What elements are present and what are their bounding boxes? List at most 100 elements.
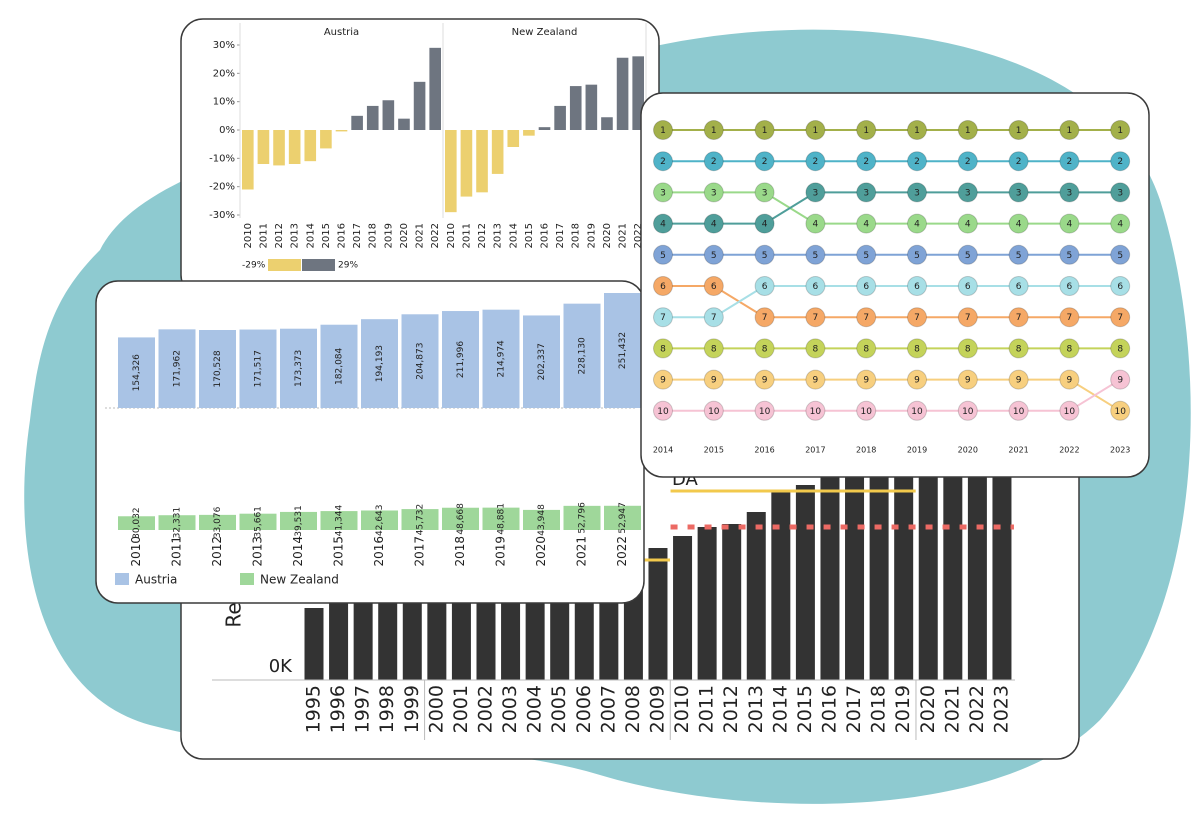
rank-dot — [805, 369, 826, 390]
rank-label: 10 — [1013, 407, 1025, 417]
bar — [476, 130, 488, 193]
x-tick-label: 2000 — [425, 685, 447, 733]
rank-label: 1 — [711, 126, 717, 136]
value-label: 52,796 — [578, 502, 588, 534]
rank-dot — [653, 338, 673, 359]
bar — [442, 507, 479, 530]
bar — [239, 329, 277, 408]
rank-dot — [805, 307, 826, 328]
x-tick-label: 2016 — [540, 223, 551, 248]
rank-line — [663, 191, 1121, 225]
x-tick-label: 2012 — [274, 223, 285, 248]
x-tick-label: 2015 — [794, 685, 816, 733]
rank-dot — [957, 400, 978, 421]
value-label: 39,531 — [294, 505, 304, 537]
bar — [482, 507, 520, 530]
x-tick-label: 2023 — [990, 685, 1012, 733]
rank-dot — [907, 182, 927, 203]
rank-dot — [1110, 400, 1131, 421]
rank-dot — [1110, 369, 1131, 390]
bar — [401, 314, 439, 408]
x-tick-label: 2008 — [622, 685, 644, 733]
bar — [746, 512, 766, 680]
x-tick-label: 2016 — [337, 223, 348, 248]
rank-label: 4 — [660, 220, 666, 230]
rank-dot — [703, 369, 724, 390]
rank-dot — [653, 244, 673, 265]
bar — [869, 449, 889, 680]
rank-dot — [754, 338, 775, 359]
bar — [451, 587, 471, 680]
rank-label: 9 — [965, 376, 971, 386]
x-tick-label: 2013 — [251, 536, 265, 567]
rank-label: 4 — [1117, 220, 1123, 230]
rank-label: 4 — [1067, 220, 1073, 230]
x-tick-label: 2022 — [633, 223, 644, 248]
x-tick-label: 2019 — [494, 536, 508, 567]
rank-label: 7 — [1016, 313, 1022, 323]
rank-dot — [907, 120, 927, 140]
x-tick-label: 2022 — [1059, 446, 1079, 455]
x-tick-label: 2010 — [243, 223, 254, 248]
rank-label: 3 — [813, 188, 819, 198]
scale-label: -29% — [242, 261, 266, 271]
rank-dot — [1110, 338, 1131, 359]
rank-dot — [754, 120, 775, 140]
rank-dot — [907, 369, 927, 390]
value-label: 202,337 — [537, 343, 547, 380]
rank-dot — [653, 276, 673, 296]
x-tick-label: 2014 — [508, 223, 519, 248]
rank-label: 5 — [914, 251, 920, 261]
rank-dot — [1008, 213, 1029, 234]
rank-label: 3 — [660, 188, 666, 198]
x-tick-label: 2017 — [555, 223, 566, 248]
y-tick-label: -10% — [209, 153, 235, 164]
x-tick-label: 2014 — [305, 223, 316, 248]
bar — [398, 118, 410, 130]
rank-dot — [1059, 120, 1080, 140]
rank-dot — [754, 151, 775, 172]
rank-label: 10 — [657, 407, 669, 417]
rank-label: 3 — [1067, 188, 1073, 198]
rank-dot — [805, 244, 826, 265]
scale-label: 29% — [338, 261, 358, 271]
rank-dot — [957, 120, 978, 140]
bar — [460, 130, 473, 197]
card: 30% 20% 10% 0% -10% -20% -30% Austria 2010 2011 20… — [180, 18, 660, 298]
value-label: 182,084 — [335, 347, 345, 384]
rank-label: 10 — [810, 407, 822, 417]
bar — [427, 590, 447, 680]
rank-label: 8 — [711, 344, 717, 354]
bar — [199, 330, 236, 408]
rank-dot — [703, 338, 724, 359]
rank-label: 6 — [1117, 282, 1123, 292]
rank-dot — [754, 244, 775, 265]
rank-label: 5 — [1016, 251, 1022, 261]
x-tick-label: 2007 — [597, 685, 619, 733]
bar — [616, 57, 629, 130]
rank-label: 6 — [965, 282, 971, 292]
rank-dot — [856, 276, 877, 296]
rank-dot — [1059, 151, 1080, 172]
rank-label: 10 — [708, 407, 720, 417]
rank-dot — [907, 244, 927, 265]
rank-label: 1 — [863, 126, 869, 136]
rank-label: 7 — [660, 313, 666, 323]
rank-label: 8 — [762, 344, 768, 354]
rank-dot — [1008, 276, 1029, 296]
rank-label: 2 — [711, 157, 717, 167]
rank-label: 2 — [914, 157, 920, 167]
rank-dot — [957, 369, 978, 390]
x-tick-label: 2011 — [461, 223, 472, 248]
bar — [320, 511, 358, 530]
y-tick-label: -20% — [209, 182, 235, 193]
rank-label: 5 — [1067, 251, 1073, 261]
rank-dot — [1110, 151, 1131, 172]
x-tick-label: 2017 — [843, 685, 865, 733]
rank-label: 3 — [1117, 188, 1123, 198]
bar — [554, 105, 566, 130]
rank-dot — [957, 276, 978, 296]
x-tick-label: 2016 — [818, 685, 840, 733]
y-tick-label: 0% — [219, 125, 235, 136]
rank-label: 8 — [965, 344, 971, 354]
